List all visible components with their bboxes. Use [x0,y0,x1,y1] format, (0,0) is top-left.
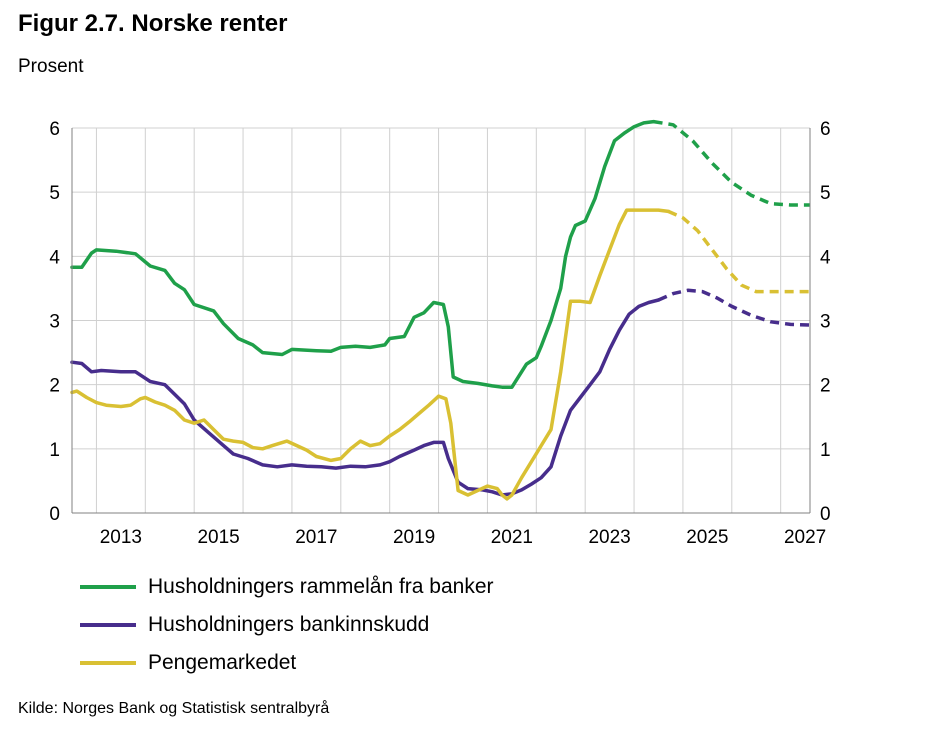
legend-label: Pengemarkedet [148,651,297,674]
y-tick-label-left: 4 [49,247,60,268]
y-tick-label-right: 3 [820,312,831,333]
y-tick-label-left: 3 [49,312,60,333]
x-tick-label: 2027 [784,527,826,548]
y-tick-label-right: 4 [820,247,831,268]
y-tick-label-left: 6 [49,119,60,140]
legend-label: Husholdningers bankinnskudd [148,613,430,636]
chart-unit-label: Prosent [18,56,84,77]
line-chart: 0 0 1 1 2 2 3 3 4 4 5 5 6 6 2013 2015 2017 2019 2021 2023 20… [49,119,831,548]
tick-labels: 0 0 1 1 2 2 3 3 4 4 5 5 6 6 2013 2015 2017 2019 2021 2023 20… [49,119,831,548]
legend-item-bankinnskudd: Husholdningers bankinnskudd [80,606,494,644]
y-tick-label-right: 1 [820,440,831,461]
axes [71,128,811,514]
legend-item-rammelan: Husholdningers rammelån fra banker [80,568,494,606]
y-tick-label-left: 5 [49,183,60,204]
x-tick-label: 2025 [686,527,728,548]
y-tick-label-right: 6 [820,119,831,140]
x-tick-label: 2017 [295,527,337,548]
legend-item-pengemarkedet: Pengemarkedet [80,644,494,682]
series-line-2 [70,208,671,501]
y-tick-label-right: 2 [820,376,831,397]
y-tick-label-left: 2 [49,376,60,397]
series-line-0 [70,119,656,389]
chart-title: Figur 2.7. Norske renter [18,10,288,37]
y-tick-label-right: 5 [820,183,831,204]
x-tick-label: 2013 [100,527,142,548]
x-tick-label: 2021 [491,527,533,548]
y-tick-label-right: 0 [820,504,831,525]
legend-swatch-green [80,585,136,589]
series-forecast-line-2 [667,209,810,294]
x-tick-label: 2019 [393,527,435,548]
series-line-1 [70,298,661,497]
x-tick-label: 2015 [197,527,239,548]
y-tick-label-left: 0 [49,504,60,525]
gridlines [72,127,810,514]
legend-swatch-purple [80,623,136,627]
series-forecast-line-1 [657,288,811,327]
legend-swatch-yellow [80,661,136,665]
y-tick-label-left: 1 [49,440,60,461]
series-layer [70,119,811,501]
x-tick-label: 2023 [588,527,630,548]
legend-label: Husholdningers rammelån fra banker [148,575,494,598]
legend: Husholdningers rammelån fra banker Husho… [80,568,494,682]
source-note: Kilde: Norges Bank og Statistisk sentral… [18,700,330,717]
